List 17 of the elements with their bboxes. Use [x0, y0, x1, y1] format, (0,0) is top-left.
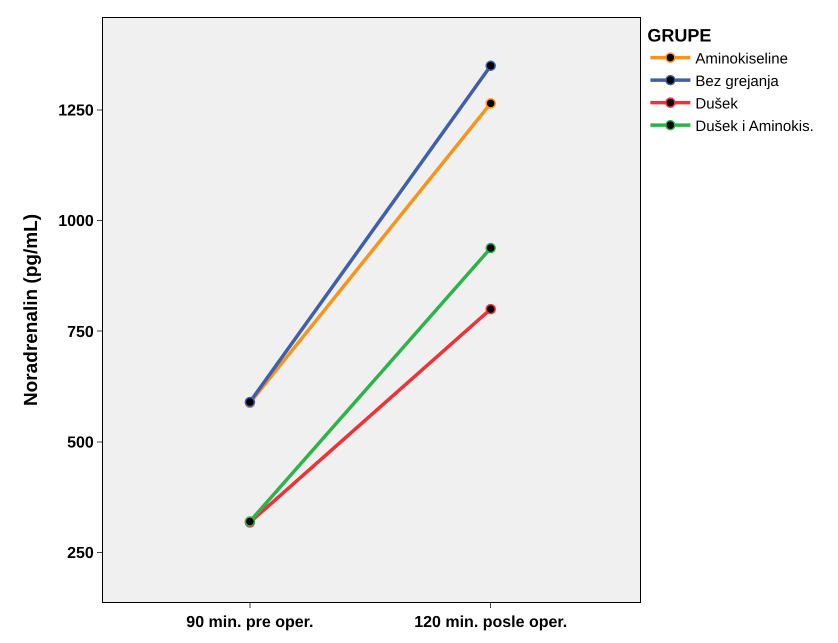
- x-tick-label: 120 min. posle oper.: [414, 614, 568, 632]
- point: [485, 242, 496, 254]
- legend-label: Bez grejanja: [695, 73, 780, 90]
- y-tick-label: 750: [67, 324, 94, 341]
- y-tick-label: 1250: [58, 102, 94, 120]
- point: [485, 98, 496, 109]
- point: [485, 60, 496, 72]
- legend-label: Dušek i Aminokis.: [695, 118, 814, 135]
- legend-title: GRUPE: [647, 25, 712, 46]
- y-tick-label: 500: [67, 434, 94, 452]
- x-tick-label: 90 min. pre oper.: [186, 614, 314, 632]
- legend-label: Dušek: [695, 96, 738, 112]
- point: [485, 304, 496, 314]
- legend-label: Aminokiseline: [695, 50, 788, 68]
- y-axis-title: Noradrenalin (pg/mL): [21, 214, 42, 406]
- y-tick-label: 1000: [58, 213, 94, 230]
- y-tick-label: 250: [67, 545, 94, 562]
